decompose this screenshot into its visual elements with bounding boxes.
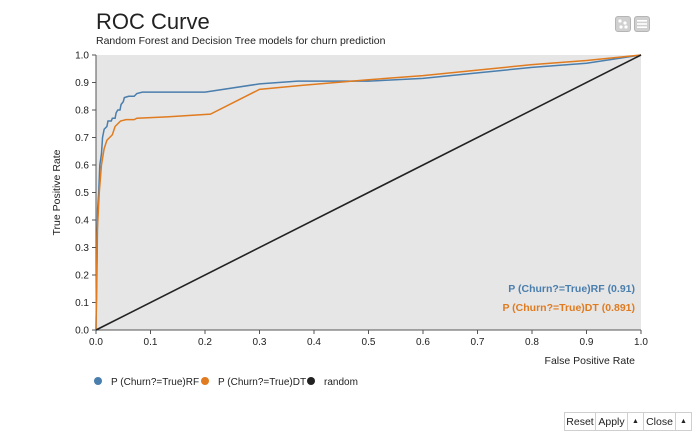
apply-up-button[interactable]: ▲ — [628, 412, 644, 431]
x-tick-label: 0.7 — [471, 337, 485, 348]
scatter-icon[interactable] — [615, 16, 631, 32]
legend-marker-rf — [94, 377, 102, 385]
series-line-random — [95, 54, 642, 331]
annotation-dt-auc: P (Churn?=True)DT (0.891) — [502, 302, 635, 314]
menu-icon[interactable] — [634, 16, 650, 32]
y-tick-label: 0.6 — [75, 161, 89, 172]
chart-title: ROC Curve — [96, 9, 210, 34]
annotation-rf-auc: P (Churn?=True)RF (0.91) — [508, 283, 635, 295]
y-tick-label: 0.7 — [75, 133, 89, 144]
x-tick-label: 0.2 — [198, 337, 212, 348]
apply-button[interactable]: Apply — [596, 412, 628, 431]
x-tick-label: 0.6 — [416, 337, 430, 348]
legend-marker-random — [307, 377, 315, 385]
legend-label-rf[interactable]: P (Churn?=True)RF — [111, 377, 199, 388]
legend: P (Churn?=True)RF P (Churn?=True)DT random — [94, 377, 358, 388]
x-axis-label: False Positive Rate — [545, 355, 636, 367]
y-tick-label: 0.3 — [75, 243, 89, 254]
x-tick-label: 0.9 — [580, 337, 594, 348]
x-tick-label: 0.3 — [253, 337, 267, 348]
y-axis-label: True Positive Rate — [51, 149, 63, 235]
legend-label-dt[interactable]: P (Churn?=True)DT — [218, 377, 306, 388]
y-tick-label: 0.9 — [75, 78, 89, 89]
y-tick-label: 1.0 — [75, 51, 89, 62]
close-up-button[interactable]: ▲ — [676, 412, 692, 431]
x-tick-label: 0.0 — [89, 337, 103, 348]
x-tick-label: 1.0 — [634, 337, 648, 348]
legend-label-random[interactable]: random — [324, 377, 358, 388]
x-tick-label: 0.1 — [144, 337, 158, 348]
close-button[interactable]: Close — [644, 412, 676, 431]
series-line-dt — [95, 54, 642, 331]
x-tick-label: 0.8 — [525, 337, 539, 348]
x-tick-label: 0.5 — [362, 337, 376, 348]
legend-marker-dt — [201, 377, 209, 385]
chart-subtitle: Random Forest and Decision Tree models f… — [96, 35, 386, 47]
x-tick-label: 0.4 — [307, 337, 321, 348]
y-tick-label: 0.4 — [75, 216, 89, 227]
reset-button[interactable]: Reset — [564, 412, 596, 431]
y-tick-label: 0.5 — [75, 188, 89, 199]
y-tick-label: 0.8 — [75, 106, 89, 117]
y-tick-label: 0.1 — [75, 298, 89, 309]
y-tick-label: 0.0 — [75, 326, 89, 337]
y-tick-label: 0.2 — [75, 271, 89, 282]
